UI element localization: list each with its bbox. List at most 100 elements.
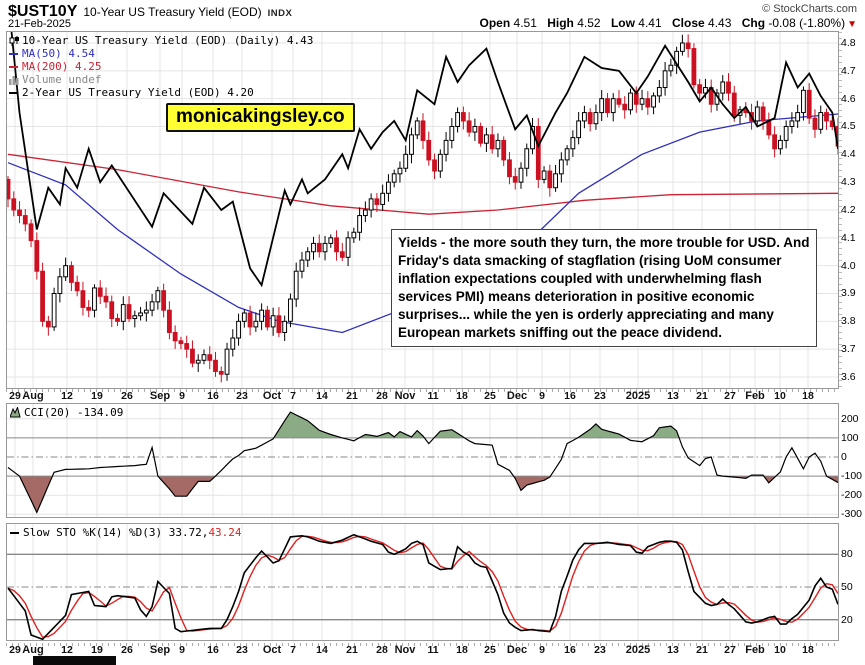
price-legend: 10-Year US Treasury Yield (EOD) (Daily) … [9, 34, 313, 99]
x-tick-label: Feb [745, 390, 765, 402]
legend-row: 10-Year US Treasury Yield (EOD) (Daily) … [9, 34, 313, 47]
x-tick-label: 12 [61, 644, 73, 656]
sto-line-swatch [10, 531, 19, 534]
x-tick-label: 13 [667, 390, 679, 402]
volume-bars-icon [9, 74, 19, 85]
price-y-tick-label: 4.1 [841, 231, 856, 244]
x-tick-label: 29 [9, 644, 21, 656]
x-tick-label: 28 [376, 390, 388, 402]
cci-y-tick-label: 100 [841, 431, 859, 444]
cci-panel [6, 403, 839, 518]
price-y-tick-label: 4.5 [841, 120, 856, 133]
x-tick-label: 23 [594, 390, 606, 402]
x-tick-label: Feb [745, 644, 765, 656]
x-tick-label: Oct [262, 644, 282, 656]
x-tick-label: 2025 [625, 644, 651, 656]
sto-legend-d-value: 43.24 [208, 526, 242, 539]
x-tick-label: Sep [149, 644, 171, 656]
x-tick-label: Aug [22, 644, 44, 656]
x-tick-label: 11 [427, 390, 439, 402]
legend-label: 10-Year US Treasury Yield (EOD) (Daily) … [22, 34, 314, 47]
x-axis-row-2: 29 Aug 12 19 26 Sep 9 16 23 Oct 7 14 21 28 Nov 11 18 25 De… [0, 643, 865, 657]
exchange-label: INDX [267, 8, 293, 19]
x-axis-row-1: 29 Aug 12 19 26 Sep 9 16 23 Oct 7 14 21 28 Nov 11 18 25 De… [0, 389, 865, 403]
cci-legend: CCI(20) -134.09 [9, 406, 124, 419]
cci-y-tick-label: 0 [841, 451, 847, 463]
x-tick-label: 18 [456, 644, 468, 656]
cci-mountain-icon [9, 406, 21, 418]
x-tick-label: 16 [564, 390, 576, 402]
x-tick-label: 2025 [625, 390, 651, 402]
line-swatch [9, 65, 18, 68]
legend-row: MA(200) 4.25 [9, 60, 313, 73]
x-tick-label: Dec [506, 390, 528, 402]
legend-label: MA(50) 4.54 [22, 47, 95, 60]
x-tick-label: 21 [346, 390, 358, 402]
x-tick-label: Oct [262, 390, 282, 402]
x-tick-label: 25 [484, 644, 496, 656]
price-y-tick-label: 4.6 [841, 92, 856, 105]
symbol-title: 10-Year US Treasury Yield (EOD) [83, 5, 262, 19]
price-y-tick-label: 4.0 [841, 259, 856, 272]
x-axis-minor-ticks [6, 643, 839, 646]
price-y-tick-label: 4.3 [841, 176, 856, 189]
price-y-tick-label: 3.8 [841, 315, 856, 328]
x-tick-label: 10 [774, 390, 786, 402]
x-tick-label: 21 [696, 644, 708, 656]
x-tick-label: 29 [9, 390, 21, 402]
x-tick-label: Nov [394, 390, 416, 402]
x-tick-label: 19 [91, 390, 103, 402]
cci-legend-text: CCI(20) -134.09 [24, 406, 124, 419]
x-tick-label: 9 [179, 390, 185, 402]
symbol-ticker: $UST10Y [8, 3, 78, 20]
x-tick-label: 13 [667, 644, 679, 656]
x-tick-label: 16 [207, 644, 219, 656]
sto-y-tick-label: 80 [841, 548, 853, 561]
price-y-tick-label: 4.7 [841, 64, 856, 77]
ohlc-quote-bar: Open 4.51 High 4.52 Low 4.41 Close 4.43 … [473, 16, 858, 30]
x-tick-label: 27 [724, 644, 736, 656]
x-tick-label: 12 [61, 390, 73, 402]
high-label: High [547, 16, 574, 30]
x-tick-label: 23 [236, 390, 248, 402]
cci-chart-svg [7, 404, 838, 517]
legend-label: Volume undef [22, 73, 102, 86]
x-tick-label: 19 [91, 644, 103, 656]
line-swatch [9, 91, 18, 94]
stochastics-chart-svg [7, 524, 838, 640]
x-tick-label: 7 [290, 390, 296, 402]
cci-y-tick-label: -300 [841, 508, 863, 521]
cci-y-tick-label: 200 [841, 412, 859, 425]
x-tick-label: Dec [506, 644, 528, 656]
sto-y-tick-label: 50 [841, 581, 853, 593]
stochastics-panel [6, 523, 839, 641]
chart-date: 21-Feb-2025 [8, 18, 71, 30]
price-y-tick-label: 3.6 [841, 370, 856, 383]
x-tick-label: 16 [564, 644, 576, 656]
x-tick-label: 10 [774, 644, 786, 656]
cci-y-tick-label: -100 [841, 470, 863, 483]
x-tick-label: 26 [121, 644, 133, 656]
line-swatch [9, 52, 18, 55]
close-label: Close [671, 16, 705, 30]
legend-label: 2-Year US Treasury Yield (EOD) 4.20 [22, 86, 254, 99]
x-tick-label: 23 [236, 644, 248, 656]
x-tick-label: Nov [394, 644, 416, 656]
low-value: 4.41 [638, 16, 662, 30]
open-value: 4.51 [513, 16, 537, 30]
cci-y-tick-label: -200 [841, 489, 863, 502]
stockcharts-copyright: © StockCharts.com [762, 3, 857, 15]
x-tick-label: 21 [346, 644, 358, 656]
chg-value: -0.08 (-1.80%) [768, 16, 846, 30]
x-tick-label: Aug [22, 390, 44, 402]
candlestick-icon [9, 35, 19, 46]
x-tick-label: 26 [121, 390, 133, 402]
legend-label: MA(200) 4.25 [22, 60, 102, 73]
x-tick-label: 23 [594, 644, 606, 656]
x-tick-label: 18 [456, 390, 468, 402]
x-tick-label: 14 [316, 390, 328, 402]
y-axis-minor-ticks [839, 32, 842, 388]
x-tick-label: 14 [316, 644, 328, 656]
bottom-left-black-bar [33, 656, 116, 665]
